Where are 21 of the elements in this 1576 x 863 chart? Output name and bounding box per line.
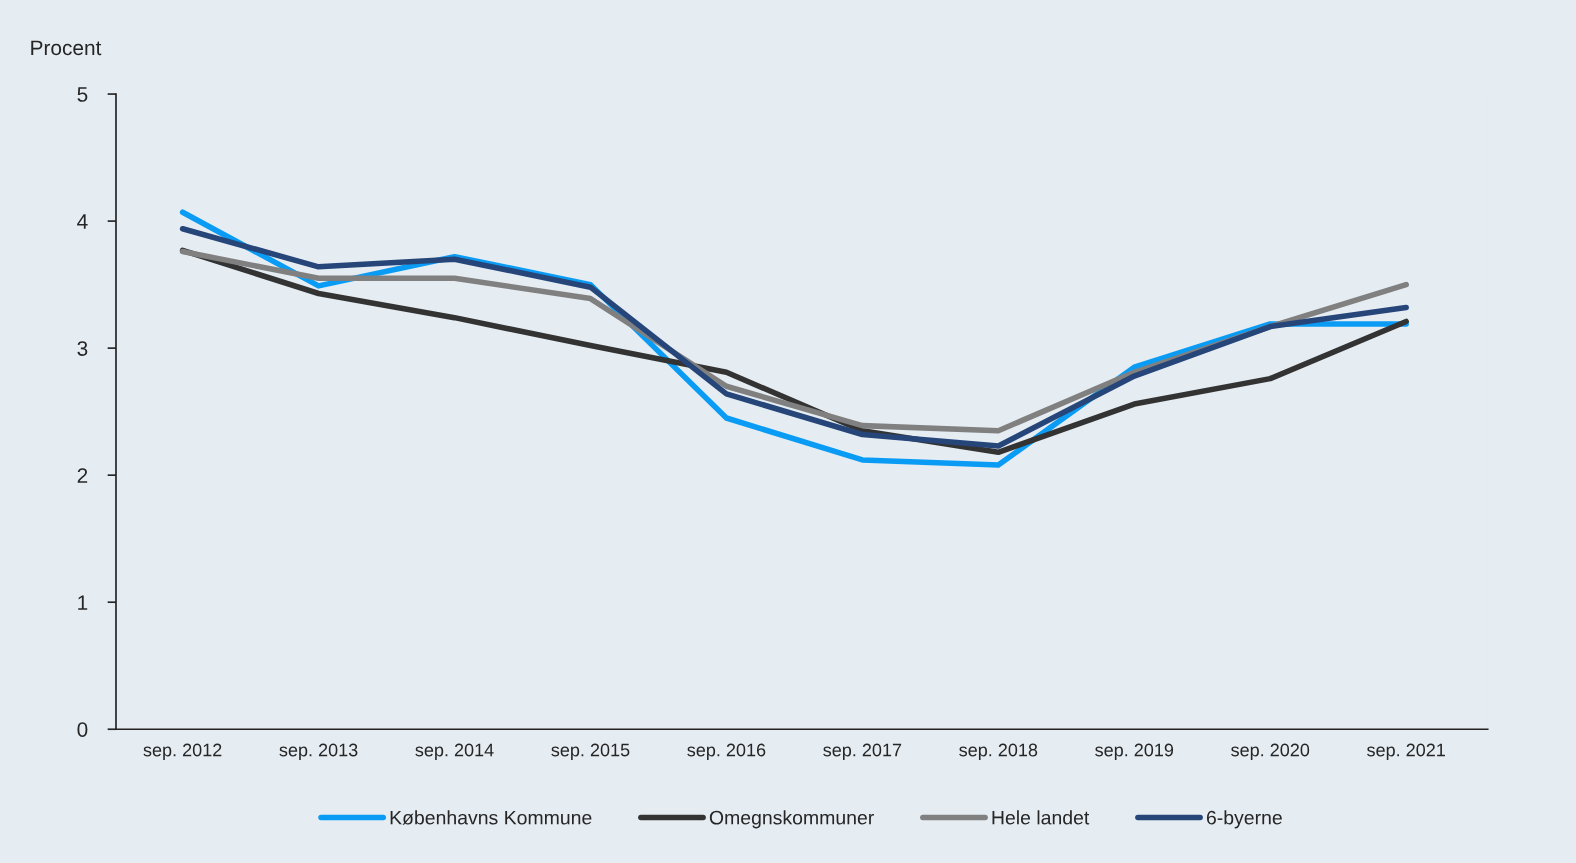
- y-tick-label: 5: [77, 87, 88, 102]
- x-tick-label: sep. 2015: [551, 743, 630, 760]
- x-tick-label: sep. 2013: [279, 743, 358, 760]
- y-tick-label: 1: [78, 595, 88, 610]
- x-tick-label: sep. 2017: [823, 743, 902, 760]
- x-tick-label: sep. 2016: [687, 743, 766, 760]
- y-tick-label: 2: [77, 468, 88, 483]
- y-tick-label: 0: [77, 722, 88, 737]
- legend-label: Københavns Kommune: [390, 810, 592, 825]
- x-tick-label: sep. 2018: [959, 743, 1038, 760]
- x-tick-label: sep. 2014: [415, 743, 494, 760]
- y-tick-label: 3: [77, 341, 88, 356]
- legend-label: Hele landet: [992, 810, 1090, 825]
- x-tick-label: sep. 2021: [1367, 743, 1445, 760]
- legend-label: Omegnskommuner: [709, 810, 874, 829]
- y-axis-title: Procent: [31, 40, 102, 56]
- y-tick-label: 4: [77, 214, 88, 229]
- x-tick-label: sep. 2019: [1095, 743, 1174, 760]
- legend-label: 6-byerne: [1206, 810, 1282, 829]
- x-tick-label: sep. 2012: [143, 743, 222, 760]
- x-tick-label: sep. 2020: [1231, 743, 1310, 760]
